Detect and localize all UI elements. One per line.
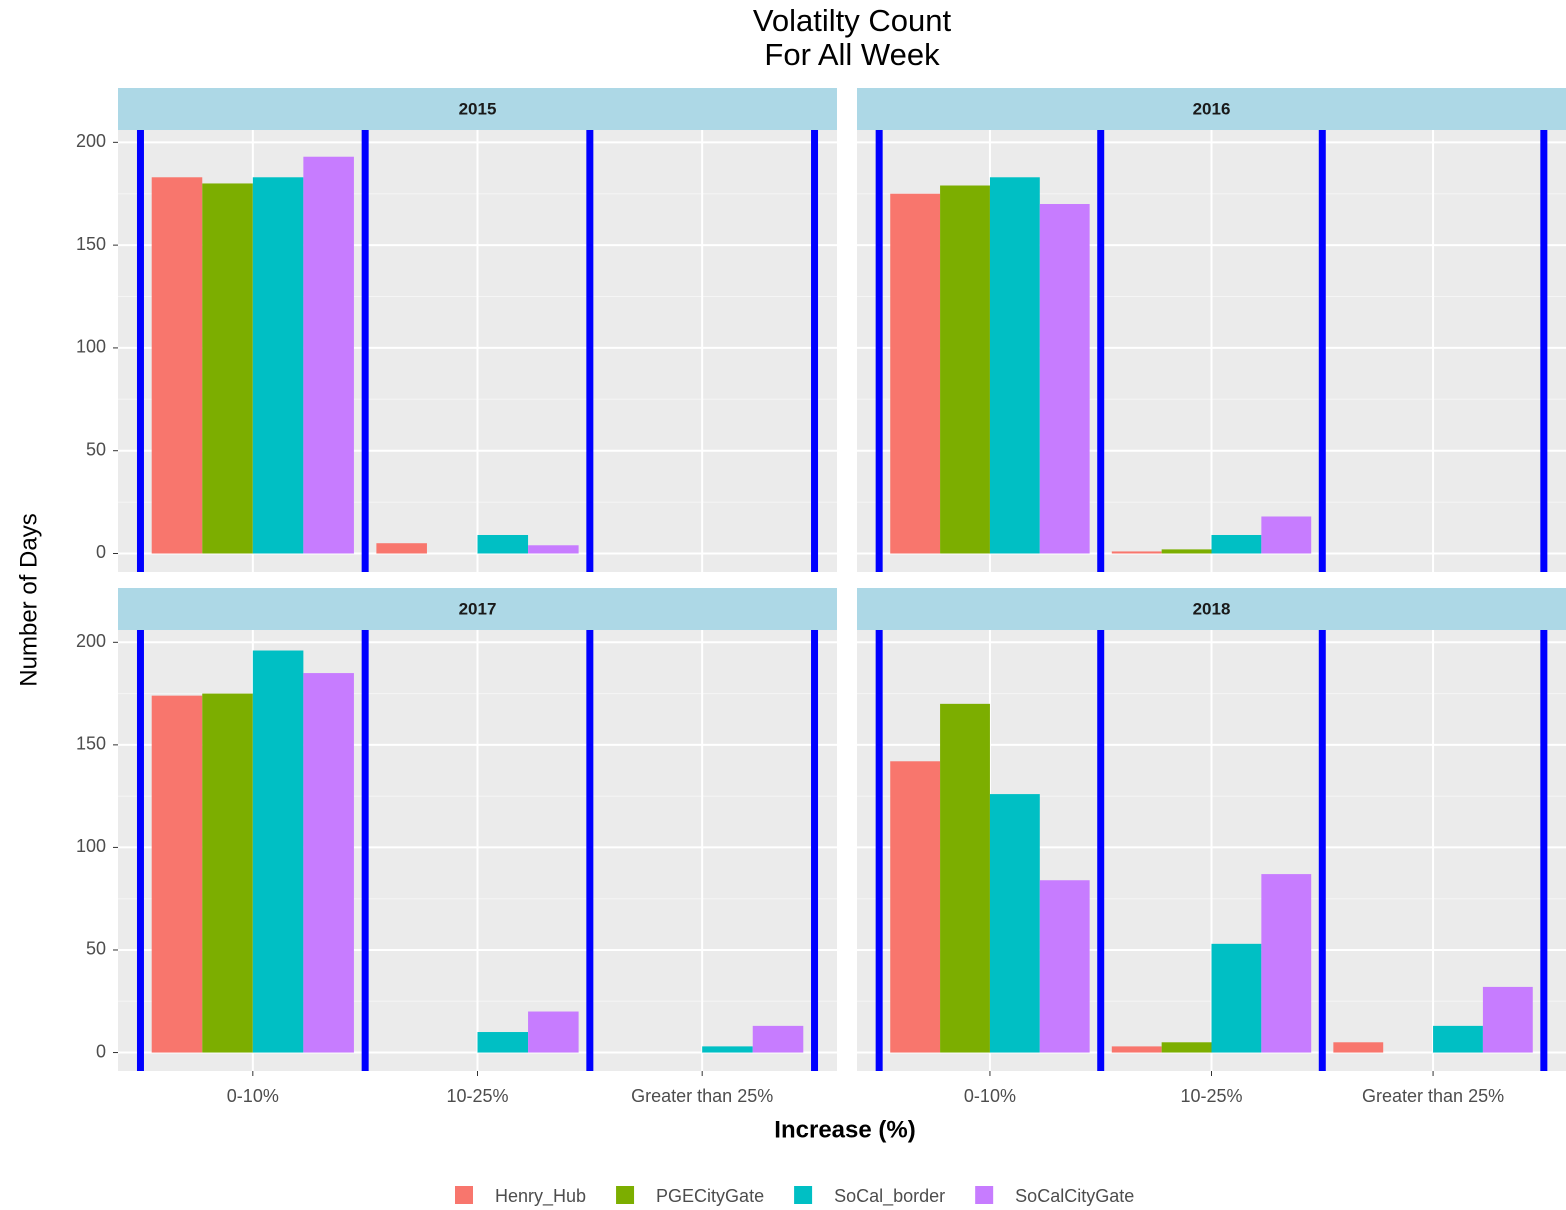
- x-tick-label: 0-10%: [964, 1086, 1016, 1106]
- strip-label: 2017: [459, 599, 497, 618]
- bar: [1111, 1046, 1162, 1053]
- bar: [202, 183, 253, 554]
- bar: [202, 693, 253, 1053]
- y-tick-label: 50: [86, 439, 106, 459]
- bar: [151, 695, 203, 1053]
- y-tick-label: 200: [76, 131, 106, 151]
- bar: [1482, 986, 1533, 1053]
- bar: [477, 1032, 529, 1053]
- bar: [1211, 534, 1262, 554]
- y-tick-label: 100: [76, 836, 106, 856]
- strip: [857, 88, 1566, 130]
- y-tick-label: 150: [76, 734, 106, 754]
- bar: [890, 193, 941, 554]
- x-tick-label: Greater than 25%: [631, 1086, 773, 1106]
- bar: [1261, 516, 1312, 554]
- legend-key: [455, 1186, 473, 1204]
- bar: [303, 673, 354, 1053]
- bar: [1111, 551, 1162, 554]
- bar: [376, 543, 427, 554]
- x-tick-label: 0-10%: [227, 1086, 279, 1106]
- y-axis-label: Number of Days: [15, 513, 42, 686]
- chart-subtitle: For All Week: [764, 37, 940, 72]
- y-tick-label: 50: [86, 939, 106, 959]
- y-tick-label: 0: [96, 542, 106, 562]
- legend-key: [975, 1186, 994, 1204]
- legend-label: SoCalCityGate: [1015, 1186, 1134, 1206]
- bar: [528, 545, 579, 554]
- bar: [1161, 1042, 1212, 1053]
- bar: [1333, 1042, 1384, 1053]
- strip: [118, 88, 837, 130]
- bar: [989, 177, 1040, 554]
- bar: [1161, 549, 1212, 554]
- strip-label: 2016: [1193, 99, 1231, 118]
- bar: [151, 177, 203, 554]
- y-tick-label: 200: [76, 631, 106, 651]
- legend-label: Henry_Hub: [495, 1186, 586, 1207]
- bar: [752, 1025, 804, 1053]
- y-tick-label: 0: [96, 1041, 106, 1061]
- bar: [702, 1046, 753, 1053]
- x-tick-label: 10-25%: [446, 1086, 508, 1106]
- bar: [1211, 943, 1262, 1053]
- bar: [528, 1011, 579, 1053]
- legend-label: PGECityGate: [656, 1186, 764, 1206]
- bar: [1261, 874, 1312, 1053]
- strip-label: 2018: [1193, 599, 1231, 618]
- bar: [989, 794, 1040, 1053]
- y-tick-label: 100: [76, 337, 106, 357]
- legend-key: [616, 1186, 635, 1204]
- x-axis-label: Increase (%): [774, 1116, 915, 1143]
- bar: [252, 650, 304, 1053]
- bar: [1039, 880, 1090, 1053]
- strip: [857, 588, 1566, 630]
- x-tick-label: Greater than 25%: [1362, 1086, 1504, 1106]
- x-tick-label: 10-25%: [1180, 1086, 1242, 1106]
- legend-key: [794, 1186, 813, 1204]
- bar: [252, 177, 304, 554]
- bar: [1039, 204, 1090, 554]
- strip-label: 2015: [459, 99, 497, 118]
- bar: [890, 761, 941, 1053]
- legend-label: SoCal_border: [834, 1186, 945, 1207]
- chart-title: Volatilty Count: [753, 3, 952, 38]
- strip: [118, 588, 837, 630]
- bar: [303, 156, 354, 554]
- bar: [477, 534, 529, 554]
- bar: [1433, 1025, 1483, 1053]
- y-tick-label: 150: [76, 234, 106, 254]
- bar: [940, 185, 990, 554]
- bar: [940, 703, 990, 1053]
